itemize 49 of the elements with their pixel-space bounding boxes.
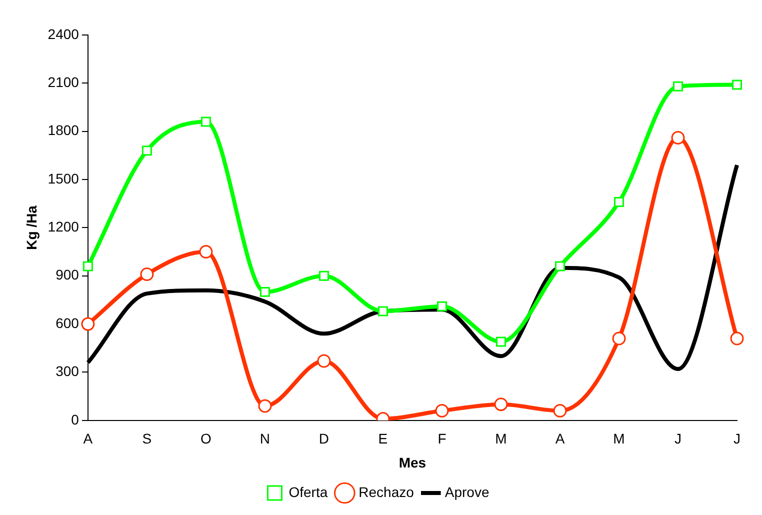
y-tick-label: 2100 [48, 74, 80, 90]
y-tick-label: 300 [56, 363, 80, 380]
legend-label: Aprove [444, 484, 490, 500]
point [614, 197, 624, 207]
point [732, 80, 742, 90]
point [496, 336, 506, 347]
point [730, 332, 744, 346]
x-axis-title: Mes [398, 454, 426, 470]
y-tick-label: 1500 [48, 170, 80, 186]
x-tick-label: F [438, 430, 446, 447]
x-tick-label: A [555, 430, 566, 447]
x-tick-label: M [495, 430, 507, 447]
point [378, 306, 388, 316]
point [81, 317, 95, 331]
point [318, 270, 329, 281]
y-axis-title: Kg /Ha [23, 205, 40, 250]
legend-label: Oferta [288, 484, 328, 500]
x-tick-label: O [200, 430, 212, 447]
x-tick-label: N [260, 430, 270, 447]
x-tick-label: E [378, 430, 388, 447]
y-tick-label: 600 [56, 314, 80, 331]
x-tick-label: D [318, 430, 330, 447]
point [671, 131, 685, 145]
point [554, 261, 565, 272]
point [199, 245, 213, 259]
point [494, 398, 508, 412]
point [200, 116, 211, 127]
x-tick-label: J [734, 430, 740, 447]
point [260, 286, 270, 297]
x-tick-label: S [142, 430, 152, 447]
point [612, 332, 626, 346]
y-tick-label: 1800 [48, 122, 80, 138]
x-tick-label: A [83, 430, 94, 447]
y-tick-label: 1200 [48, 218, 80, 235]
point [435, 404, 449, 418]
point [673, 81, 683, 92]
point [82, 261, 93, 272]
point [317, 354, 331, 368]
point [258, 399, 272, 413]
point [142, 146, 152, 156]
y-tick-label: 900 [56, 266, 80, 283]
point [436, 301, 447, 312]
x-tick-label: J [674, 430, 682, 447]
x-tick-label: M [613, 430, 625, 447]
y-tick-label: 0 [71, 411, 80, 428]
point [140, 268, 154, 282]
point [553, 404, 567, 418]
legend-label: Rechazo [358, 484, 414, 500]
y-tick-label: 2400 [48, 26, 80, 42]
